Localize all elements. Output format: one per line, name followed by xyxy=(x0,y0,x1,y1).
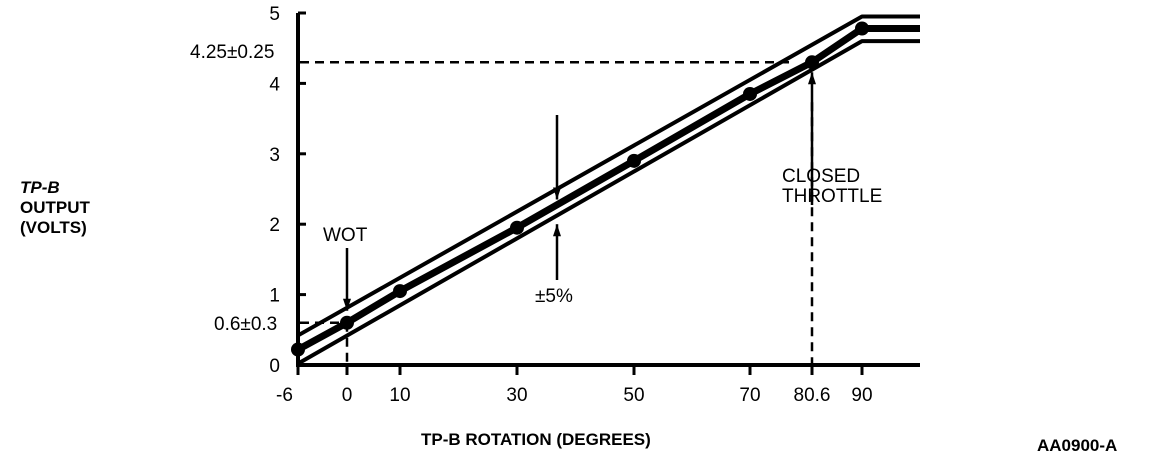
x-tick-label: 10 xyxy=(389,385,410,406)
data-point xyxy=(510,220,524,235)
y-axis-label: TP-B OUTPUT (VOLTS) xyxy=(20,178,90,238)
tolerance-arrow-down-head xyxy=(553,187,561,200)
y-tick-label: 2 xyxy=(269,215,280,236)
x-tick-label: 30 xyxy=(506,385,527,406)
closed-throttle-label: CLOSED THROTTLE xyxy=(782,167,882,207)
y-tick-label: 4 xyxy=(269,74,280,95)
data-point xyxy=(627,153,641,168)
series-upper-tolerance xyxy=(297,14,920,338)
data-point xyxy=(393,284,407,299)
y-tick-label: 1 xyxy=(269,286,280,307)
tolerance-label: ±5% xyxy=(535,286,573,307)
closed-line-1: CLOSED xyxy=(782,166,861,187)
data-point xyxy=(743,86,757,101)
figure-id: AA0900-A xyxy=(1037,436,1118,455)
y-tick-label: 3 xyxy=(269,145,280,166)
x-tick-label: 80.6 xyxy=(794,385,831,406)
closed-line-2: THROTTLE xyxy=(782,186,883,207)
wot-value-label: 0.6±0.3 xyxy=(214,314,278,335)
x-axis-label: TP-B ROTATION (DEGREES) xyxy=(421,430,651,449)
x-tick-label: 50 xyxy=(623,385,644,406)
closed-value-label: 4.25±0.25 xyxy=(190,42,275,63)
y-label-line-2: OUTPUT xyxy=(20,198,90,217)
x-tick-label: 0 xyxy=(342,385,353,406)
y-tick-label: 0 xyxy=(269,356,280,377)
y-label-line-1: TP-B xyxy=(20,178,60,197)
x-tick-label: 90 xyxy=(851,385,872,406)
tolerance-arrow-up-head xyxy=(553,224,561,237)
y-tick-label: 5 xyxy=(269,4,280,25)
x-tick-label: 70 xyxy=(739,385,760,406)
data-point xyxy=(291,342,305,357)
series-lower-tolerance xyxy=(297,39,920,366)
wot-arrow-head xyxy=(343,298,351,311)
data-point xyxy=(855,21,869,36)
data-point xyxy=(340,315,354,330)
wot-label: WOT xyxy=(323,225,368,246)
closed-arrow-head xyxy=(808,72,816,85)
x-tick-label: -6 xyxy=(276,385,293,406)
y-label-line-3: (VOLTS) xyxy=(20,218,87,237)
